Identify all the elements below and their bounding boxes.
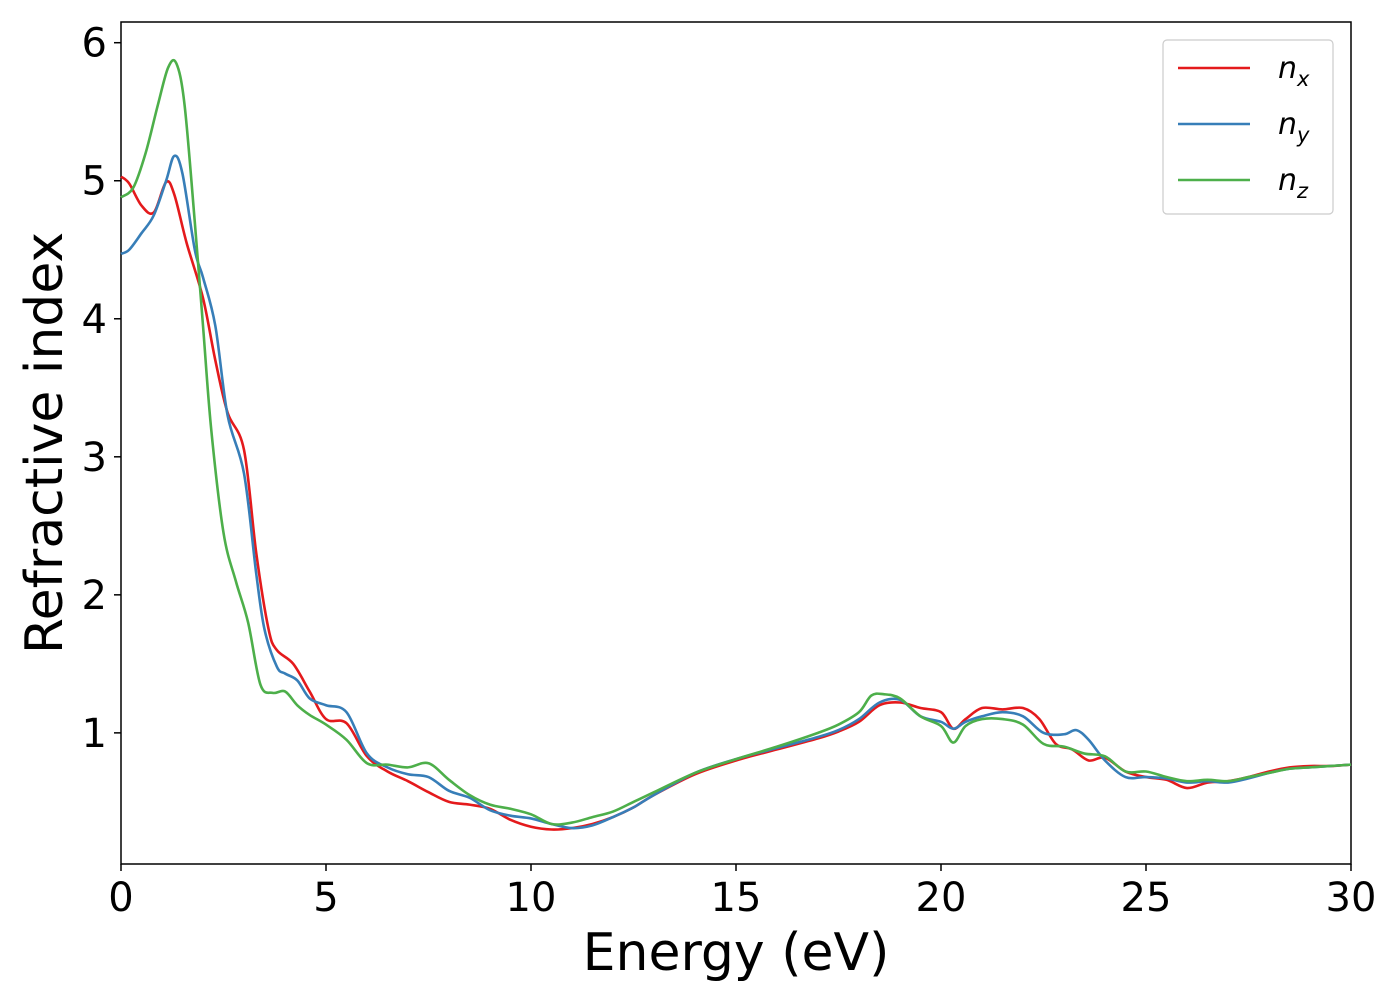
- legend-label-z: nz: [1278, 163, 1309, 203]
- x-tick-label: 5: [313, 875, 338, 921]
- y-tick-label: 5: [82, 159, 107, 205]
- series-layer: [120, 58, 1352, 831]
- x-axis-label: Energy (eV): [583, 923, 890, 983]
- x-tick-label: 15: [711, 875, 762, 921]
- x-tick-label: 10: [506, 875, 557, 921]
- x-tick-label: 0: [108, 875, 133, 921]
- series-line-n-z: [120, 58, 1352, 826]
- legend-box: [1162, 39, 1334, 215]
- legend-label-x: nx: [1278, 51, 1310, 91]
- x-ticks: 0 5 10 15 20 25 30: [108, 864, 1376, 921]
- x-tick-label: 20: [916, 875, 967, 921]
- series-line-n-y: [120, 154, 1352, 830]
- y-tick-label: 6: [82, 21, 107, 67]
- x-tick-label: 25: [1121, 875, 1172, 921]
- y-axis-label: Refractive index: [15, 232, 75, 654]
- x-tick-label: 30: [1326, 875, 1377, 921]
- legend: nx ny nz: [1162, 39, 1334, 215]
- legend-entries: nx ny nz: [1178, 51, 1310, 203]
- y-tick-label: 3: [82, 435, 107, 481]
- y-tick-label: 2: [82, 573, 107, 619]
- y-tick-label: 1: [82, 711, 107, 757]
- y-tick-label: 4: [82, 297, 107, 343]
- y-ticks: 1 2 3 4 5 6: [82, 21, 121, 757]
- legend-label-y: ny: [1278, 107, 1310, 147]
